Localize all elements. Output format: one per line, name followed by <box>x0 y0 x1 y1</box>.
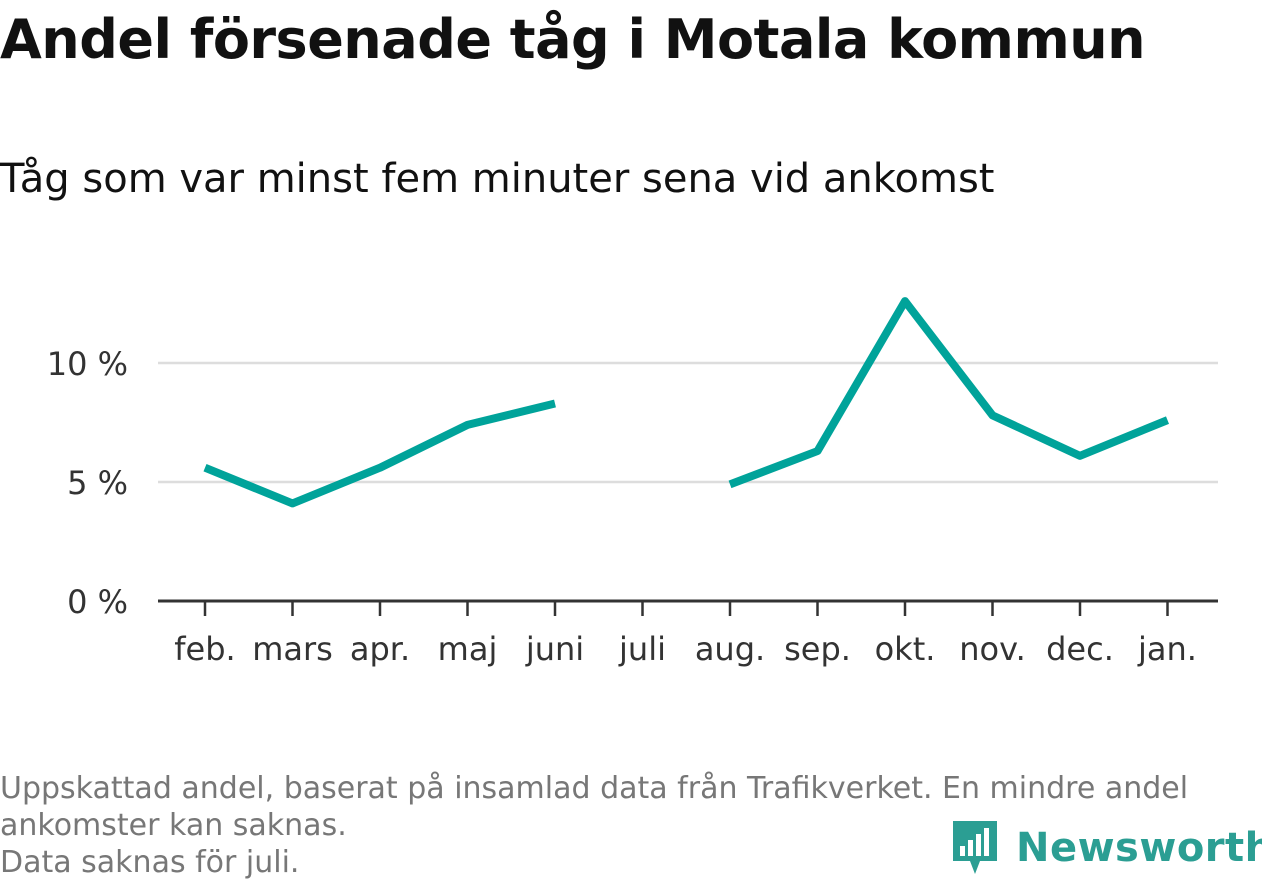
footnote-line-2: ankomster kan saknas. <box>0 808 347 843</box>
x-axis-tick-labels: feb. mars apr. maj juni juli aug. sep. okt. nov. d… <box>174 630 1197 668</box>
x-tick-label: juni <box>525 630 584 668</box>
footnote: Uppskattad andel, baserat på insamlad da… <box>0 770 1250 881</box>
x-tick-label: okt. <box>875 630 936 668</box>
y-tick-label: 10 % <box>47 345 128 383</box>
footnote-line-1: Uppskattad andel, baserat på insamlad da… <box>0 771 1189 806</box>
chart-title: Andel försenade tåg i Motala kommun <box>0 8 1146 71</box>
x-tick-label: sep. <box>784 630 851 668</box>
y-tick-label: 5 % <box>67 464 128 502</box>
brand-name: Newsworthy <box>1016 825 1262 871</box>
chart-subtitle: Tåg som var minst fem minuter sena vid a… <box>0 156 995 202</box>
x-tick-label: jan. <box>1137 630 1197 668</box>
newsworthy-logo: Newsworthy <box>950 818 1262 878</box>
x-tick-label: juli <box>618 630 666 668</box>
gridlines <box>158 361 1218 484</box>
x-tick-label: aug. <box>695 630 765 668</box>
y-axis-tick-labels: 0 % 5 % 10 % <box>47 345 128 621</box>
series-line-segment <box>728 297 1170 489</box>
x-axis <box>158 599 1218 616</box>
series-line-segment <box>203 399 556 508</box>
bar-chart-speech-bubble-icon <box>953 821 997 874</box>
x-tick-label: mars <box>252 630 333 668</box>
x-tick-label: maj <box>438 630 498 668</box>
x-tick-label: nov. <box>959 630 1025 668</box>
series-lines <box>203 297 1170 508</box>
x-tick-label: feb. <box>174 630 235 668</box>
footnote-line-3: Data saknas för juli. <box>0 845 300 880</box>
x-tick-label: dec. <box>1046 630 1114 668</box>
y-tick-label: 0 % <box>67 583 128 621</box>
line-chart: 0 % 5 % 10 % feb. mars apr. maj juni juli aug. se… <box>47 297 1218 668</box>
x-tick-label: apr. <box>350 630 410 668</box>
